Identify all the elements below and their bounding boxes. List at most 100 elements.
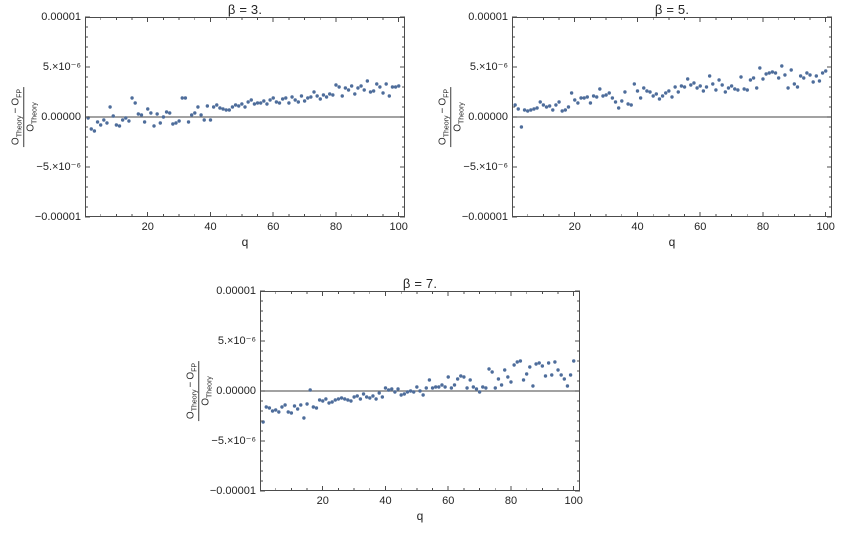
- x-tick-label: 20: [568, 221, 581, 233]
- data-point: [302, 416, 306, 420]
- data-point: [120, 118, 125, 122]
- data-point: [632, 82, 637, 86]
- data-point: [755, 86, 759, 90]
- y-tick-label: −5.×10⁻⁶: [211, 434, 256, 447]
- data-point: [736, 88, 740, 92]
- data-point: [98, 123, 103, 127]
- data-point: [546, 361, 551, 365]
- data-point: [193, 111, 197, 115]
- data-point: [174, 121, 178, 125]
- data-point: [180, 96, 184, 100]
- data-point: [789, 68, 793, 72]
- data-point: [287, 101, 291, 105]
- plot-area: [260, 290, 580, 492]
- data-point: [557, 100, 561, 104]
- x-tick-label: 100: [389, 221, 408, 233]
- data-point: [383, 386, 388, 390]
- data-point: [371, 394, 375, 398]
- data-point: [371, 89, 376, 93]
- data-point: [620, 99, 624, 103]
- data-point: [776, 76, 781, 80]
- data-point: [424, 386, 428, 390]
- data-point: [280, 97, 285, 101]
- data-point: [318, 97, 322, 101]
- data-point: [585, 95, 589, 99]
- y-tick-label: −5.×10⁻⁶: [36, 160, 81, 173]
- data-point: [604, 93, 608, 97]
- data-point: [560, 109, 564, 113]
- data-point: [664, 91, 668, 95]
- data-point: [378, 85, 382, 89]
- data-point: [292, 404, 297, 408]
- data-point: [720, 83, 724, 87]
- data-point: [95, 120, 100, 124]
- ylabel-sub-theory: Theory: [191, 389, 199, 412]
- data-point: [349, 399, 353, 403]
- data-point: [607, 91, 611, 95]
- data-point: [522, 108, 527, 112]
- data-point: [230, 105, 235, 109]
- data-point: [490, 370, 494, 374]
- data-point: [277, 101, 282, 105]
- data-point: [412, 390, 416, 394]
- data-point: [808, 73, 812, 77]
- y-tick-label: 5.×10⁻⁶: [217, 334, 256, 347]
- data-point: [673, 85, 677, 89]
- data-point: [588, 101, 593, 105]
- data-point: [364, 395, 369, 399]
- data-point: [689, 83, 693, 87]
- x-tick-label: 80: [329, 221, 343, 233]
- data-point: [503, 368, 507, 372]
- data-point: [111, 114, 115, 118]
- x-tick-label: 80: [504, 495, 518, 507]
- y-tick-label: −0.00001: [34, 210, 81, 223]
- data-point: [286, 410, 290, 414]
- data-point: [484, 386, 488, 390]
- data-point: [314, 406, 319, 410]
- data-point: [440, 383, 444, 387]
- data-point: [117, 124, 122, 128]
- data-point: [670, 95, 674, 99]
- data-point: [387, 94, 392, 98]
- data-point: [386, 388, 391, 392]
- data-point: [556, 368, 560, 372]
- data-point: [540, 364, 545, 368]
- data-point: [535, 106, 539, 110]
- data-point: [459, 374, 463, 378]
- x-tick-label: 100: [564, 495, 583, 507]
- data-point: [544, 105, 549, 109]
- data-point: [233, 103, 238, 107]
- data-point: [770, 70, 775, 74]
- data-point: [221, 107, 225, 111]
- data-point: [573, 98, 577, 102]
- data-point: [356, 86, 360, 90]
- data-point: [249, 98, 253, 102]
- data-point: [340, 94, 344, 98]
- data-point: [616, 106, 621, 110]
- data-point: [114, 123, 119, 127]
- data-point: [537, 361, 541, 365]
- data-point: [133, 101, 137, 105]
- data-point: [280, 405, 284, 409]
- data-point: [418, 389, 422, 393]
- data-point: [623, 90, 627, 94]
- data-point: [531, 384, 535, 388]
- data-point: [189, 113, 194, 117]
- data-point: [723, 90, 728, 94]
- data-point: [506, 375, 510, 379]
- ylabel-sub-fp: FP: [191, 362, 199, 372]
- data-point: [308, 388, 312, 392]
- data-point: [657, 97, 662, 101]
- x-axis-label: q: [416, 509, 424, 523]
- ylabel-minus: −: [437, 107, 449, 114]
- x-tick-label: 40: [379, 495, 392, 507]
- data-point: [648, 90, 652, 94]
- data-point: [493, 386, 497, 390]
- data-point: [108, 105, 112, 109]
- data-point: [377, 391, 381, 395]
- data-point: [199, 113, 203, 117]
- data-point: [471, 385, 476, 389]
- data-point: [477, 390, 482, 394]
- data-point: [161, 115, 166, 119]
